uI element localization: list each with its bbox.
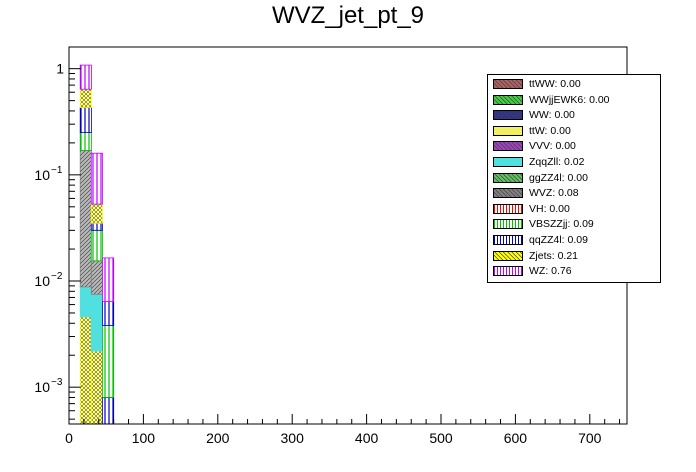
- legend-label: ggZZ4l: 0.00: [529, 171, 588, 184]
- bar-bin1-seg1: [79, 316, 92, 425]
- x-tick-label: 200: [206, 430, 230, 446]
- legend-swatch: [493, 250, 523, 261]
- legend-swatch: [493, 172, 523, 183]
- x-tick-label: 700: [578, 430, 602, 446]
- legend-label: WVZ: 0.08: [529, 187, 579, 200]
- legend-swatch: [493, 141, 523, 152]
- legend-label: WZ: 0.76: [529, 265, 572, 278]
- legend-label: VVV: 0.00: [529, 140, 576, 153]
- y-tick-label: 1: [56, 61, 64, 77]
- legend-swatch: [493, 219, 523, 230]
- legend-entry: WWjjEWK6: 0.00: [488, 93, 610, 107]
- x-tick-label: 500: [429, 430, 453, 446]
- legend-entry: qqZZ4l: 0.09: [488, 233, 588, 247]
- y-tick-label: 10: [34, 167, 50, 183]
- bar-bin3-seg3: [102, 301, 115, 327]
- legend-swatch: [493, 188, 523, 199]
- legend-entry: VH: 0.00: [488, 202, 570, 216]
- legend-swatch: [493, 157, 523, 167]
- x-axis: 0 100 200 300 400 500 600 700: [65, 414, 621, 446]
- legend-swatch: [493, 125, 523, 136]
- bar-bin3-seg4: [102, 257, 115, 302]
- bar-bin2-seg1: [90, 350, 103, 425]
- y-tick-exponent: −2: [51, 271, 63, 282]
- x-tick-label: 300: [281, 430, 305, 446]
- legend-label: ttWW: 0.00: [529, 78, 581, 90]
- bar-bin2-seg5: [90, 222, 103, 231]
- legend-swatch: [493, 94, 523, 105]
- legend-entry: ttW: 0.00: [488, 124, 571, 138]
- x-tick-label: 400: [355, 430, 379, 446]
- y-tick-label: 10: [34, 379, 50, 395]
- legend-swatch: [493, 110, 523, 121]
- bar-bin3-seg1: [102, 397, 115, 425]
- bar-bin1-seg2: [79, 286, 92, 318]
- legend-label: qqZZ4l: 0.09: [529, 234, 588, 246]
- legend-entry: Zjets: 0.21: [488, 249, 578, 263]
- bar-bin2-seg7: [90, 152, 103, 205]
- legend-label: WW: 0.00: [529, 109, 575, 122]
- x-tick-label: 0: [65, 430, 73, 446]
- bar-bin3-seg2: [102, 325, 115, 398]
- bar-bin1-seg7: [79, 64, 92, 90]
- legend-entry: WZ: 0.76: [488, 264, 572, 278]
- legend-swatch: [493, 203, 523, 214]
- bar-bin1-seg6: [79, 88, 92, 108]
- legend-label: WWjjEWK6: 0.00: [529, 93, 610, 106]
- bar-bin2-seg2: [90, 293, 103, 352]
- bar-bin2-seg4: [90, 229, 103, 262]
- y-tick-exponent: −1: [51, 165, 63, 176]
- legend-swatch: [493, 266, 523, 277]
- legend-label: VBSZZjj: 0.09: [529, 218, 594, 231]
- legend-entry: WW: 0.00: [488, 108, 575, 122]
- legend-entry: VBSZZjj: 0.09: [488, 217, 594, 231]
- legend-label: ZqqZll: 0.02: [529, 156, 585, 168]
- bar-bin2-seg3: [90, 260, 103, 295]
- legend-label: Zjets: 0.21: [529, 249, 579, 262]
- legend: ttWW: 0.00 WWjjEWK6: 0.00 WW: 0.00 ttW: 0.0…: [487, 74, 661, 283]
- bar-bin1-seg4: [79, 132, 92, 151]
- bar-bin1-seg5: [79, 107, 92, 133]
- legend-entry: ttWW: 0.00: [488, 77, 581, 91]
- legend-label: VH: 0.00: [529, 202, 570, 215]
- legend-entry: WVZ: 0.08: [488, 186, 579, 200]
- y-axis: 110−110−210−3: [34, 61, 81, 420]
- legend-swatch: [493, 79, 523, 89]
- legend-entry: ggZZ4l: 0.00: [488, 171, 588, 185]
- y-tick-label: 10: [34, 273, 50, 289]
- legend-label: ttW: 0.00: [529, 124, 571, 137]
- x-tick-label: 100: [132, 430, 156, 446]
- y-tick-exponent: −3: [51, 377, 63, 388]
- bar-bin2-seg6: [90, 203, 103, 224]
- bar-bin1-seg3: [79, 149, 92, 288]
- x-tick-label: 600: [504, 430, 528, 446]
- chart-title: WVZ_jet_pt_9: [271, 2, 425, 29]
- bars-layer: [79, 64, 115, 425]
- legend-entry: ZqqZll: 0.02: [488, 155, 584, 169]
- legend-swatch: [493, 235, 523, 245]
- legend-entry: VVV: 0.00: [488, 139, 576, 153]
